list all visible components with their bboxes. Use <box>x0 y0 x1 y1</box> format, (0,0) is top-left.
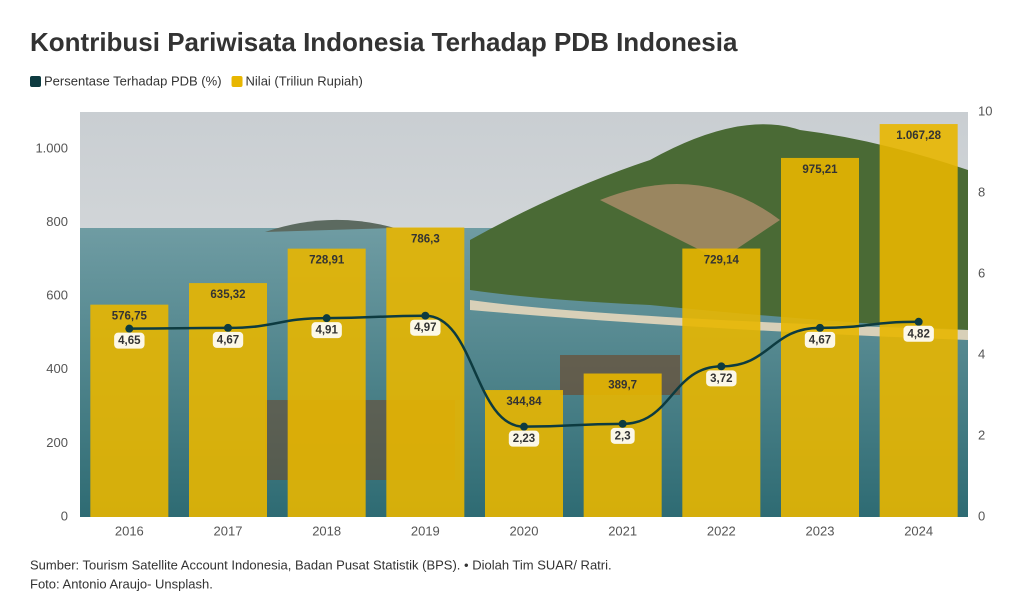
y2-tick-label: 8 <box>978 184 985 199</box>
legend-swatch <box>231 76 243 87</box>
line-point <box>224 323 232 332</box>
y-tick-label: 400 <box>46 361 68 376</box>
bar-value-label: 389,7 <box>608 380 637 392</box>
point-label-bg <box>903 325 934 342</box>
x-tick-label: 2019 <box>411 523 440 538</box>
x-tick-label: 2016 <box>115 523 144 538</box>
x-tick-label: 2020 <box>510 523 539 538</box>
bar-value-label: 786,3 <box>411 234 440 246</box>
bar <box>287 248 366 517</box>
y-tick-label: 800 <box>46 214 68 229</box>
x-tick-label: 2023 <box>806 523 835 538</box>
legend-label: Nilai (Triliun Rupiah) <box>246 73 363 88</box>
point-value-label: 3,72 <box>710 373 732 385</box>
bar-value-label: 1.067,28 <box>896 130 941 142</box>
point-value-label: 4,82 <box>907 328 929 340</box>
point-label-bg <box>114 332 145 349</box>
x-tick-label: 2021 <box>608 523 637 538</box>
bar <box>583 373 662 517</box>
bar-value-label: 576,75 <box>112 311 148 323</box>
chart-title: Kontribusi Pariwisata Indonesia Terhadap… <box>30 27 738 57</box>
y2-tick-label: 2 <box>978 427 985 442</box>
x-tick-label: 2022 <box>707 523 736 538</box>
line-point <box>717 362 726 371</box>
bar-value-label: 635,32 <box>210 289 245 301</box>
y2-tick-label: 10 <box>978 103 992 118</box>
point-value-label: 2,23 <box>513 433 535 445</box>
point-value-label: 4,65 <box>118 335 141 347</box>
y2-tick-label: 0 <box>978 508 985 523</box>
source-note: Sumber: Tourism Satellite Account Indone… <box>30 557 612 572</box>
point-value-label: 4,97 <box>414 322 436 334</box>
point-value-label: 4,91 <box>315 325 338 337</box>
point-label-bg <box>212 331 244 348</box>
point-label-bg <box>706 370 737 387</box>
bar-value-label: 344,84 <box>506 396 542 408</box>
line-point <box>322 314 331 323</box>
y-tick-label: 1.000 <box>35 140 68 155</box>
legend-label: Persentase Terhadap PDB (%) <box>44 73 222 88</box>
point-label-bg <box>804 331 836 348</box>
point-value-label: 2,3 <box>615 430 631 442</box>
bar-value-label: 729,14 <box>704 255 740 267</box>
point-label-bg <box>508 430 540 447</box>
bar <box>189 283 267 517</box>
line-point <box>421 311 430 320</box>
line-point <box>520 422 528 431</box>
bar-value-label: 975,21 <box>802 164 838 176</box>
point-value-label: 4,67 <box>217 334 239 346</box>
legend-swatch <box>30 76 41 87</box>
y2-tick-label: 6 <box>978 265 985 280</box>
line-point <box>914 317 923 326</box>
point-label-bg <box>610 427 635 444</box>
point-value-label: 4,67 <box>809 334 831 346</box>
x-tick-label: 2018 <box>312 523 341 538</box>
bar <box>386 227 465 517</box>
y-tick-label: 200 <box>46 435 68 450</box>
x-tick-label: 2024 <box>904 523 933 538</box>
y-tick-label: 0 <box>61 508 68 523</box>
y-tick-label: 600 <box>46 288 68 303</box>
y2-tick-label: 4 <box>978 346 985 361</box>
line-point <box>816 323 824 332</box>
bar <box>485 390 563 517</box>
point-label-bg <box>311 322 342 339</box>
x-tick-label: 2017 <box>214 523 243 538</box>
line-point <box>618 419 627 428</box>
line-point <box>125 324 134 333</box>
point-label-bg <box>410 319 441 336</box>
photo-credit: Foto: Antonio Araujo- Unsplash. <box>30 576 213 591</box>
bar-value-label: 728,91 <box>309 255 345 267</box>
